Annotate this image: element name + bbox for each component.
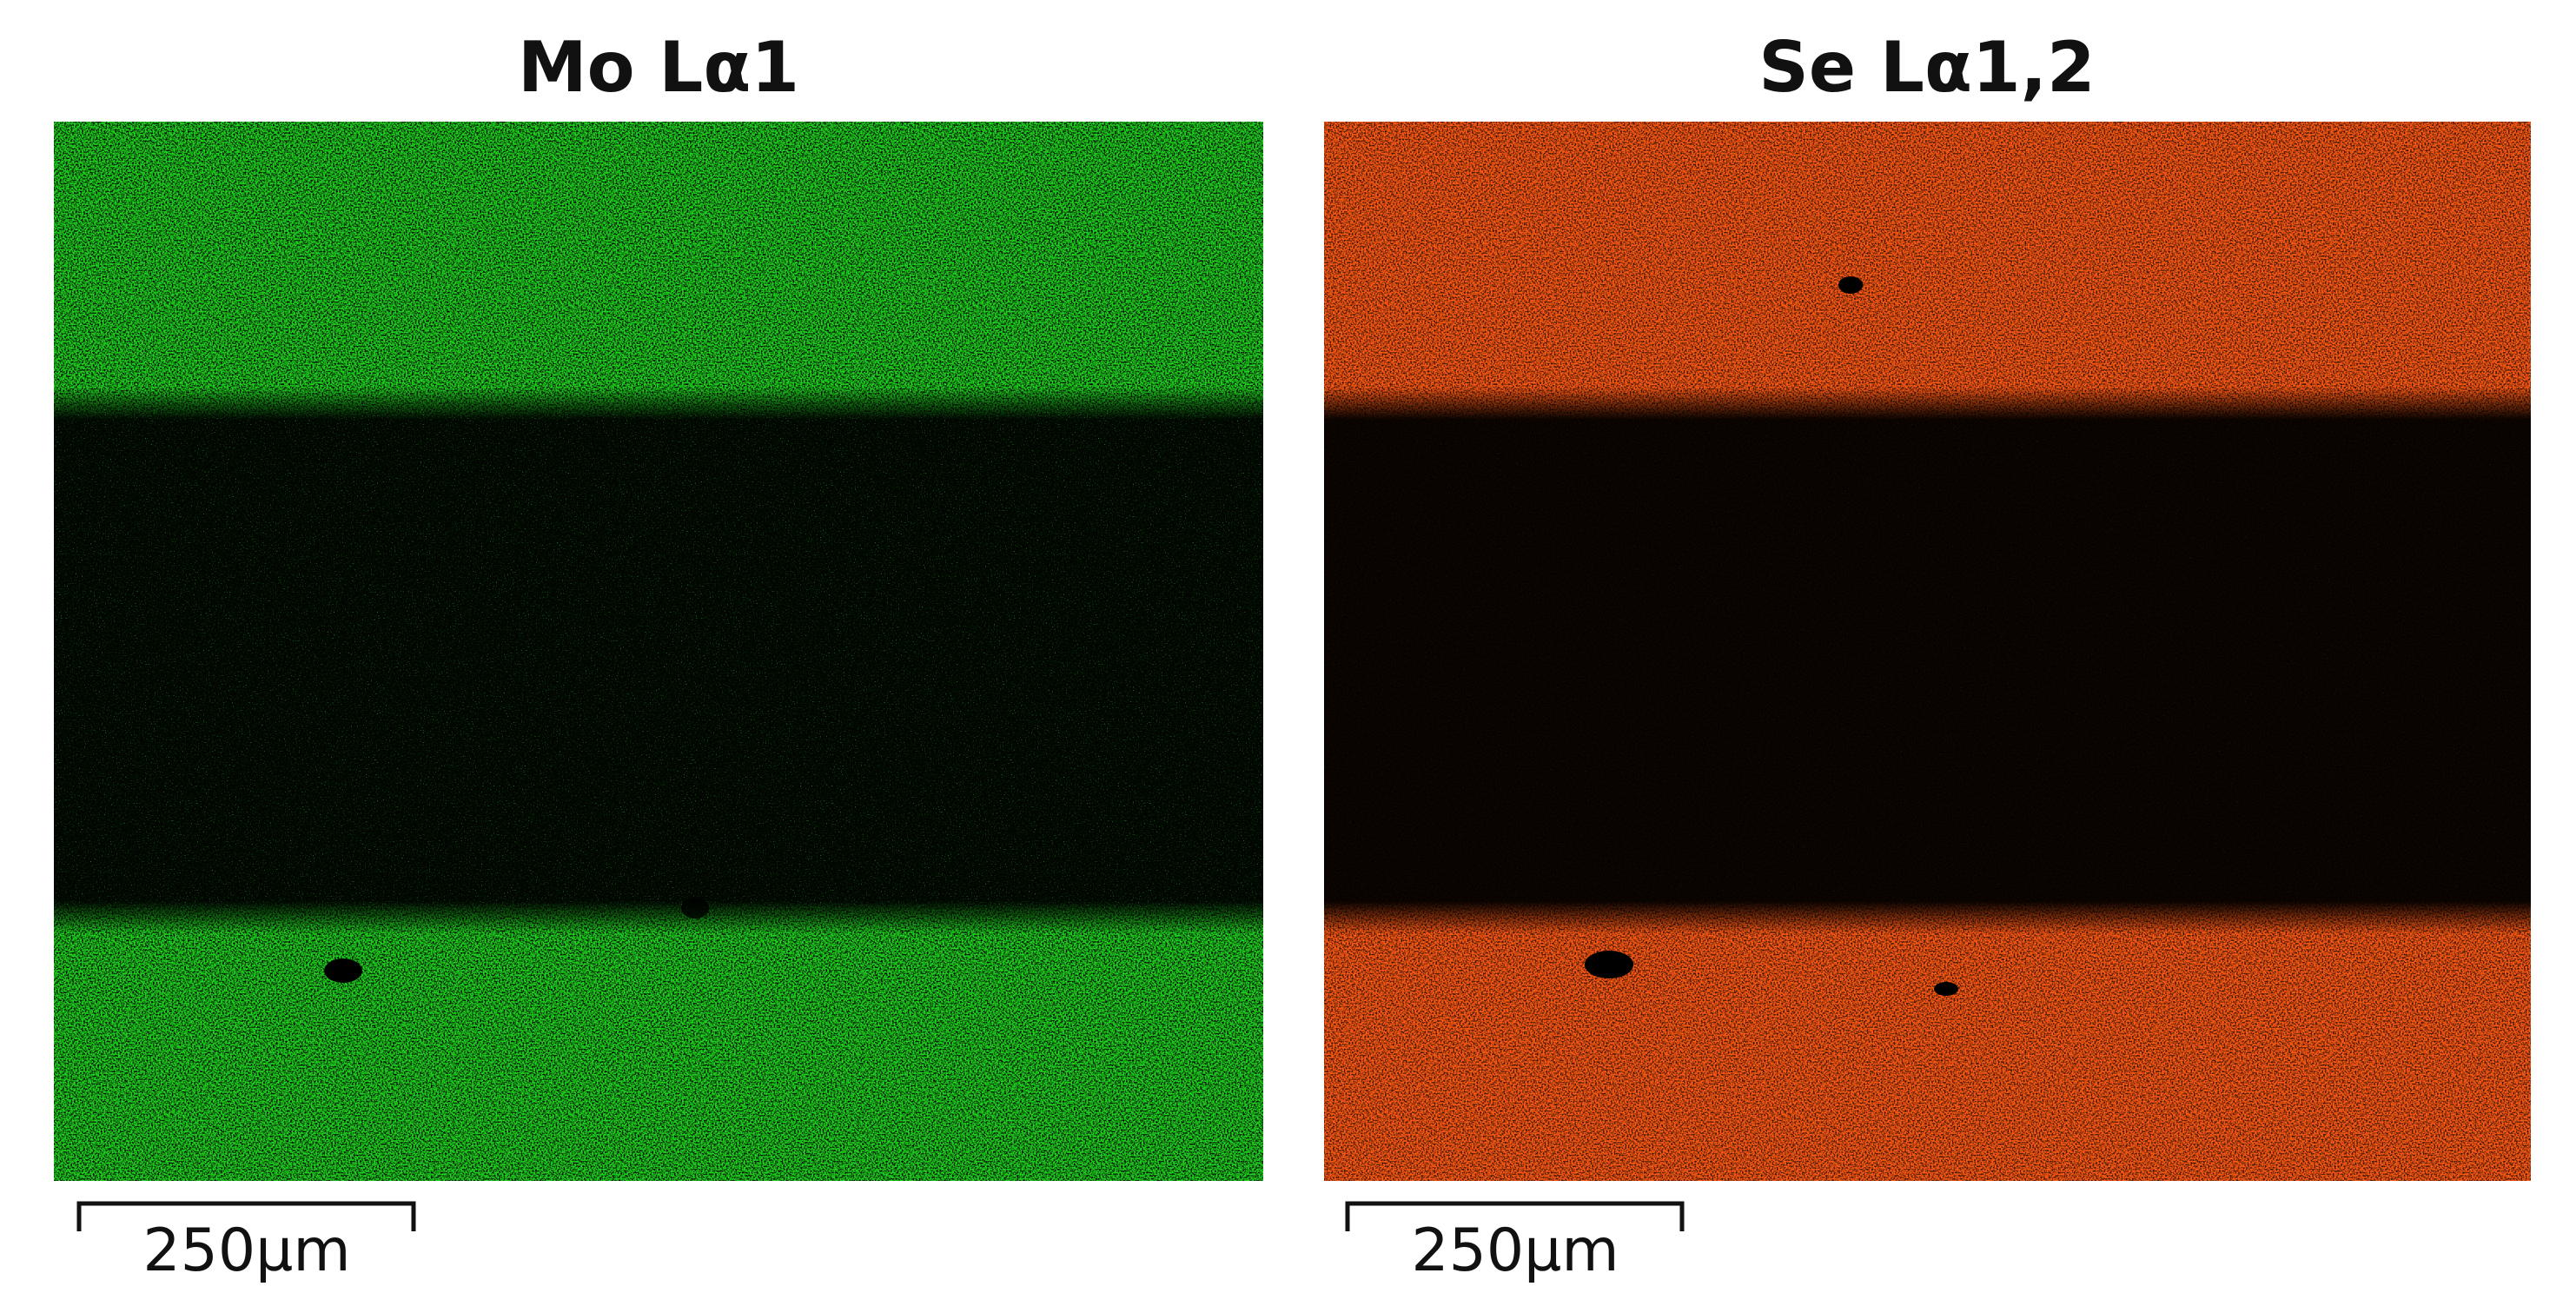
map-sparkle bbox=[54, 408, 1263, 912]
scale-bar-label: 250µm bbox=[1411, 1217, 1619, 1285]
map-defect bbox=[324, 958, 362, 983]
map-panel: Se Lα1,2 250µm bbox=[1324, 27, 2531, 1285]
map-defect bbox=[1934, 982, 1958, 996]
scale-bar-label: 250µm bbox=[142, 1217, 350, 1285]
map-defect bbox=[1585, 951, 1633, 978]
map-defect bbox=[1838, 276, 1863, 294]
map-title: Se Lα1,2 bbox=[1758, 27, 2095, 108]
scale-bar bbox=[1345, 1201, 1685, 1231]
scale-bar bbox=[76, 1201, 416, 1231]
map-panel: Mo Lα1 250µm bbox=[54, 27, 1263, 1285]
map-sparkle bbox=[1324, 408, 2531, 912]
map-title: Mo Lα1 bbox=[518, 27, 799, 108]
map-defect bbox=[681, 898, 709, 918]
